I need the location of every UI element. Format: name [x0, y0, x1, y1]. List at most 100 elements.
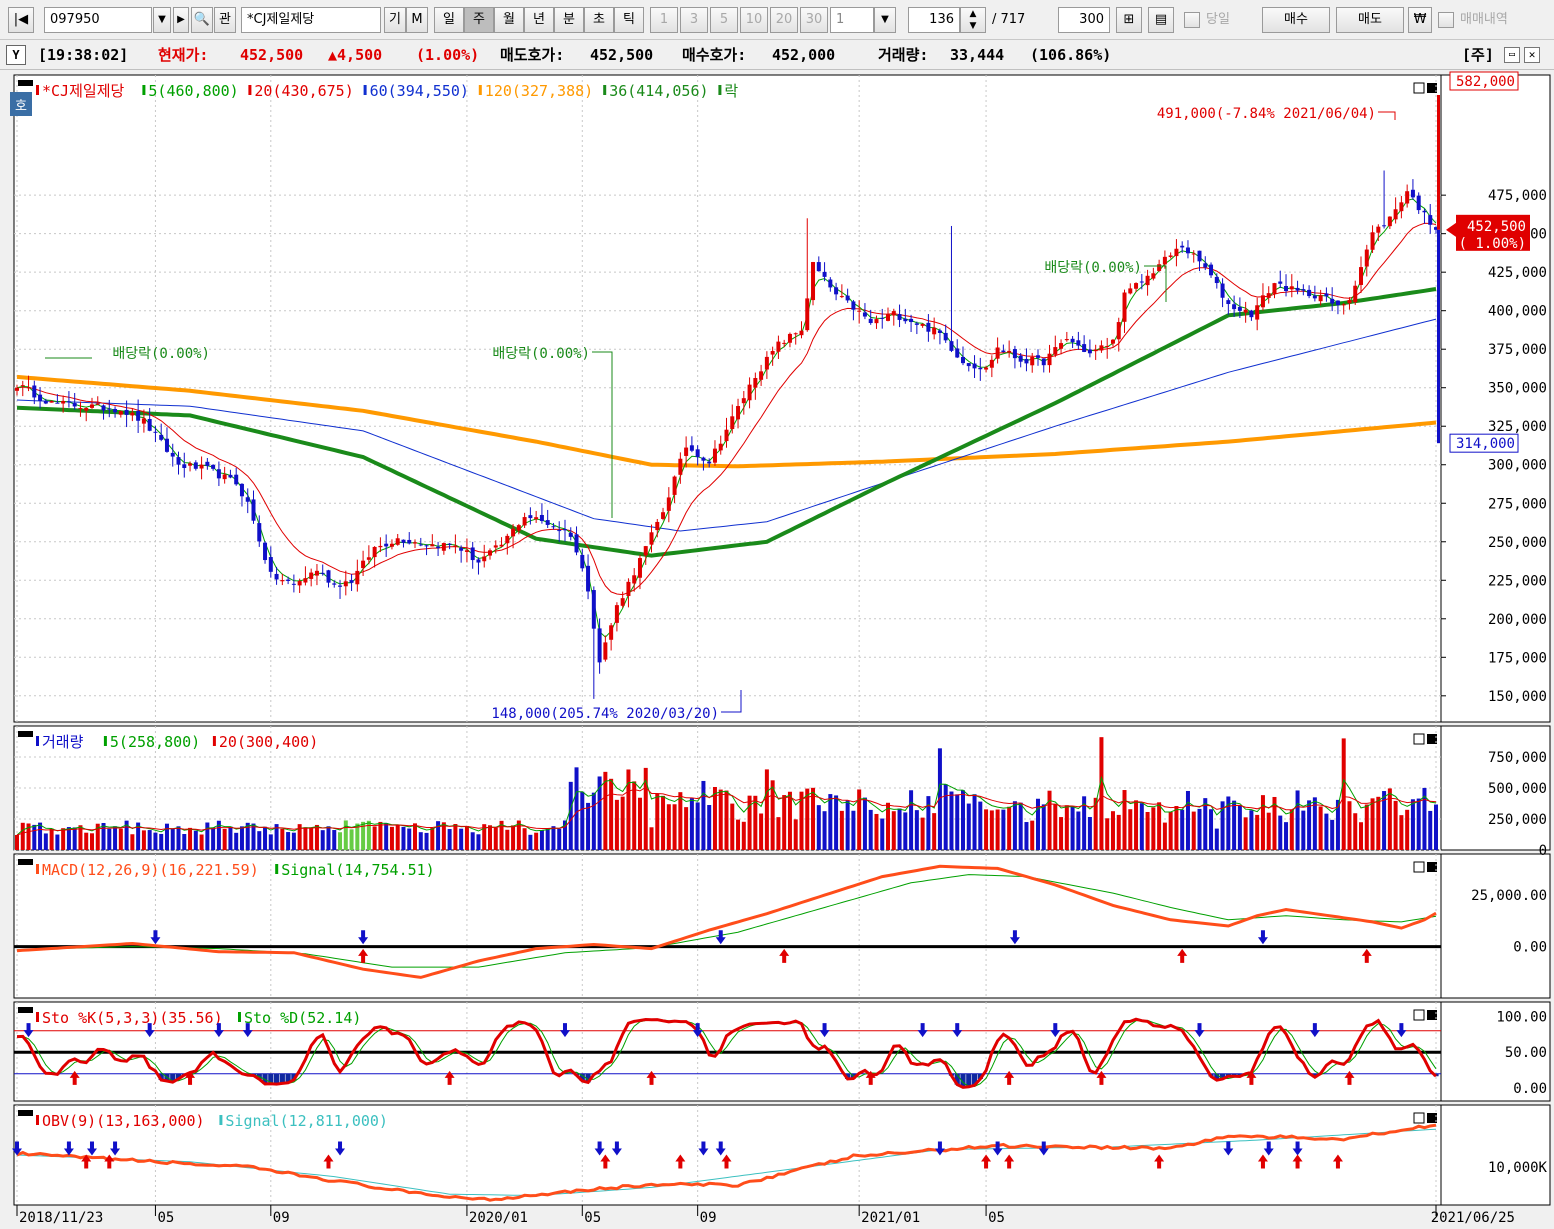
period-minute[interactable]: 분: [554, 7, 584, 33]
candle-body: [1295, 287, 1300, 291]
min-20[interactable]: 20: [770, 7, 798, 33]
obv-axis: [1440, 1104, 1551, 1206]
close-icon[interactable]: ✕: [1524, 47, 1540, 63]
candle-body: [909, 318, 914, 323]
minute-dropdown-icon[interactable]: ▼: [874, 7, 896, 33]
count-spinner-icon[interactable]: ▲ ▼: [960, 7, 986, 33]
volume-bar: [1359, 822, 1364, 850]
x-tick-label: 05: [157, 1210, 174, 1226]
history-checkbox[interactable]: [1438, 12, 1454, 28]
obv-sell-signal-icon: [12, 1141, 22, 1156]
candle-body: [476, 559, 481, 563]
obv-sell-signal-icon: [992, 1141, 1003, 1156]
volume-bar: [932, 813, 937, 850]
history-label: 매매내역: [1460, 12, 1508, 27]
volume-bar: [1145, 811, 1150, 850]
sto-sell-signal-icon: [952, 1023, 963, 1038]
buy-button[interactable]: 매수: [1262, 7, 1330, 33]
volume-bar: [222, 828, 227, 850]
price-axis: [1440, 74, 1551, 723]
count-input[interactable]: 136: [908, 7, 960, 33]
price-change-pct: (1.00%): [416, 46, 480, 64]
candle-body: [499, 544, 504, 547]
volume-bar: [811, 787, 816, 850]
price-legend-icon: [18, 80, 33, 86]
candle-body: [1059, 343, 1064, 349]
volume-bar: [1399, 815, 1404, 850]
sto-restore-icon: [1413, 1009, 1425, 1021]
minute-select[interactable]: 1: [830, 7, 874, 33]
min-3[interactable]: 3: [680, 7, 708, 33]
watchlist-button[interactable]: 관: [214, 7, 236, 33]
next-arrow-icon[interactable]: ▶: [173, 7, 189, 33]
sell-button[interactable]: 매도: [1336, 7, 1404, 33]
min-30[interactable]: 30: [800, 7, 828, 33]
candle-body: [926, 322, 931, 332]
volume-bar: [141, 830, 146, 850]
price-legend-swatch: [603, 85, 607, 95]
macd-sell-signal-icon: [1257, 930, 1268, 945]
period-year[interactable]: 년: [524, 7, 554, 33]
settings-icon[interactable]: ⊞: [1116, 7, 1142, 33]
obv-restore-icon: [1413, 1112, 1425, 1124]
volume-bar: [603, 771, 608, 850]
volume-bar: [678, 792, 683, 850]
min-10[interactable]: 10: [740, 7, 768, 33]
candle-body: [1376, 226, 1381, 233]
volume-bar: [966, 803, 971, 850]
code-dropdown-icon[interactable]: ▼: [153, 7, 171, 33]
volume-bar: [1024, 822, 1029, 850]
volume-bar: [1105, 818, 1110, 850]
min-1[interactable]: 1: [650, 7, 678, 33]
obv-legend-swatch: [219, 1115, 223, 1125]
volume-bar: [897, 808, 902, 850]
period-week[interactable]: 주: [464, 7, 494, 33]
volume-bar: [1330, 819, 1335, 850]
volume-bar: [263, 826, 268, 850]
gi-button[interactable]: 기: [384, 7, 406, 33]
candle-body: [297, 581, 302, 586]
candle-body: [816, 262, 821, 272]
price-tick-label: 175,000: [1488, 650, 1547, 666]
volume-legend-item: 5(258,800): [110, 733, 200, 751]
price-legend-item: 60(394,550): [370, 82, 469, 100]
candle-body: [811, 262, 816, 301]
period-month[interactable]: 월: [494, 7, 524, 33]
total-count: / 717: [992, 12, 1026, 27]
candle-body: [1387, 216, 1392, 227]
filter-icon[interactable]: Y: [6, 45, 26, 65]
restore-icon[interactable]: ▭: [1504, 47, 1520, 63]
volume-bar: [188, 827, 193, 850]
candle-body: [1416, 195, 1421, 211]
volume-legend-swatch: [212, 736, 216, 746]
candle-body: [378, 545, 383, 548]
obv-buy-signal-icon: [1292, 1154, 1303, 1169]
stock-name-field[interactable]: *CJ제일제당: [241, 7, 381, 33]
m-button[interactable]: M: [406, 7, 428, 33]
obv-legend-icon: [18, 1110, 33, 1116]
period-second[interactable]: 초: [584, 7, 614, 33]
candle-body: [1364, 249, 1369, 267]
sto-sell-signal-icon: [1194, 1023, 1205, 1038]
candle-body: [528, 515, 533, 519]
period-tick[interactable]: 틱: [614, 7, 644, 33]
won-icon[interactable]: ₩: [1408, 7, 1432, 33]
current-price-arrow: [1446, 222, 1456, 237]
volume-bar: [834, 795, 839, 850]
first-page-icon[interactable]: |◀: [8, 7, 34, 33]
volume-bar: [874, 813, 879, 850]
stock-chart[interactable]: 475,000450,000425,000400,000375,000350,0…: [0, 70, 1554, 1229]
period-day[interactable]: 일: [434, 7, 464, 33]
volume-bar: [1301, 810, 1306, 850]
scale-bottom-box: [1449, 433, 1519, 453]
candle-body: [539, 514, 544, 522]
view-count-input[interactable]: 300: [1058, 7, 1110, 33]
calendar-icon[interactable]: ▤: [1148, 7, 1174, 33]
stock-code-input[interactable]: 097950: [44, 7, 152, 33]
search-icon[interactable]: 🔍: [191, 7, 213, 33]
volume-bar: [326, 826, 331, 850]
obv-sell-signal-icon: [1292, 1141, 1303, 1156]
candle-body: [257, 523, 262, 542]
today-checkbox[interactable]: [1184, 12, 1200, 28]
min-5[interactable]: 5: [710, 7, 738, 33]
